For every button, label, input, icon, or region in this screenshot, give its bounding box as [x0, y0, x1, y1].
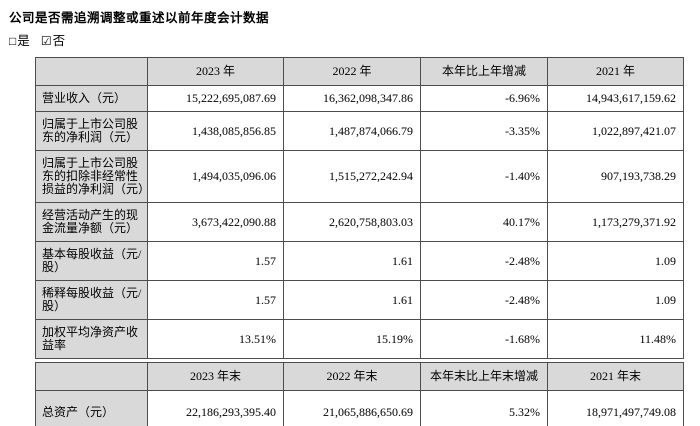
checkbox-line: □是 ☑否: [9, 30, 73, 49]
table-row-operating-cash-flow: 经营活动产生的现金流量净额（元） 3,673,422,090.88 2,620,…: [35, 202, 684, 242]
row-label: 经营活动产生的现金流量净额（元）: [35, 202, 148, 242]
value-2022: 16,362,098,347.86: [283, 85, 421, 112]
checkbox-yes[interactable]: □是: [9, 34, 30, 48]
table-header-row: 2023 年末 2022 年末 本年末比上年末增减 2021 年末: [35, 362, 684, 391]
table-row-total-assets: 总资产（元） 22,186,293,395.40 21,065,886,650.…: [35, 390, 684, 426]
checkbox-no-label: 否: [52, 34, 66, 48]
header-yearend-change: 本年末比上年末增减: [420, 362, 548, 391]
header-2023-end: 2023 年末: [147, 362, 284, 391]
value-2022: 1,487,874,066.79: [283, 111, 421, 151]
row-label: 营业收入（元）: [35, 85, 148, 112]
header-2021: 2021 年: [547, 57, 684, 86]
header-2022-end: 2022 年末: [283, 362, 421, 391]
financial-tables: 2023 年 2022 年 本年比上年增减 2021 年 营业收入（元） 15,…: [35, 57, 684, 426]
value-2023-end: 22,186,293,395.40: [147, 390, 284, 426]
header-2022: 2022 年: [283, 57, 421, 86]
value-change: 40.17%: [420, 202, 548, 242]
value-change: -6.96%: [420, 85, 548, 112]
checkbox-no[interactable]: ☑否: [41, 34, 65, 48]
checkbox-yes-label: 是: [17, 34, 30, 48]
row-label: 归属于上市公司股东的净利润（元）: [35, 111, 148, 151]
header-yoy-change: 本年比上年增减: [420, 57, 548, 86]
table-row-net-profit: 归属于上市公司股东的净利润（元） 1,438,085,856.85 1,487,…: [35, 111, 684, 151]
value-2022: 1,515,272,242.94: [283, 150, 421, 203]
row-label: 归属于上市公司股东的扣除非经常性损益的净利润（元）: [35, 150, 148, 203]
checkbox-unchecked-icon: □: [9, 34, 17, 48]
value-2022: 1.61: [283, 241, 421, 281]
value-2021: 1.09: [547, 280, 684, 320]
table-row-net-profit-excl-nonrecurring: 归属于上市公司股东的扣除非经常性损益的净利润（元） 1,494,035,096.…: [35, 150, 684, 203]
annual-indicators-table: 2023 年 2022 年 本年比上年增减 2021 年 营业收入（元） 15,…: [35, 57, 684, 359]
value-2023: 1.57: [147, 241, 284, 281]
value-2022: 2,620,758,803.03: [283, 202, 421, 242]
value-2022-end: 21,065,886,650.69: [283, 390, 421, 426]
value-2022: 1.61: [283, 280, 421, 320]
value-2021: 1.09: [547, 241, 684, 281]
row-label: 基本每股收益（元/股）: [35, 241, 148, 281]
value-change: 5.32%: [420, 390, 548, 426]
row-label: 稀释每股收益（元/股）: [35, 280, 148, 320]
header-empty-cell: [35, 362, 148, 391]
value-change: -1.40%: [420, 150, 548, 203]
value-2021: 1,173,279,371.92: [547, 202, 684, 242]
value-2021: 14,943,617,159.62: [547, 85, 684, 112]
table-header-row: 2023 年 2022 年 本年比上年增减 2021 年: [35, 57, 684, 86]
table-row-basic-eps: 基本每股收益（元/股） 1.57 1.61 -2.48% 1.09: [35, 241, 684, 281]
value-2023: 3,673,422,090.88: [147, 202, 284, 242]
value-change: -3.35%: [420, 111, 548, 151]
value-2021: 11.48%: [547, 319, 684, 359]
value-change: -2.48%: [420, 241, 548, 281]
value-2023: 1,494,035,096.06: [147, 150, 284, 203]
value-2022: 15.19%: [283, 319, 421, 359]
value-2021-end: 18,971,497,749.08: [547, 390, 684, 426]
header-2021-end: 2021 年末: [547, 362, 684, 391]
header-2023: 2023 年: [147, 57, 284, 86]
year-end-table: 2023 年末 2022 年末 本年末比上年末增减 2021 年末 总资产（元）…: [35, 362, 684, 426]
value-2021: 907,193,738.29: [547, 150, 684, 203]
row-label: 加权平均净资产收益率: [35, 319, 148, 359]
value-2023: 13.51%: [147, 319, 284, 359]
question-text: 公司是否需追溯调整或重述以前年度会计数据: [9, 11, 270, 25]
table-row-diluted-eps: 稀释每股收益（元/股） 1.57 1.61 -2.48% 1.09: [35, 280, 684, 320]
header-empty-cell: [35, 57, 148, 86]
value-change: -2.48%: [420, 280, 548, 320]
table-row-weighted-avg-roe: 加权平均净资产收益率 13.51% 15.19% -1.68% 11.48%: [35, 319, 684, 359]
value-2023: 15,222,695,087.69: [147, 85, 284, 112]
row-label: 总资产（元）: [35, 390, 148, 426]
checkbox-checked-icon: ☑: [40, 34, 52, 48]
value-change: -1.68%: [420, 319, 548, 359]
value-2023: 1.57: [147, 280, 284, 320]
value-2021: 1,022,897,421.07: [547, 111, 684, 151]
value-2023: 1,438,085,856.85: [147, 111, 284, 151]
table-row-revenue: 营业收入（元） 15,222,695,087.69 16,362,098,347…: [35, 85, 684, 112]
